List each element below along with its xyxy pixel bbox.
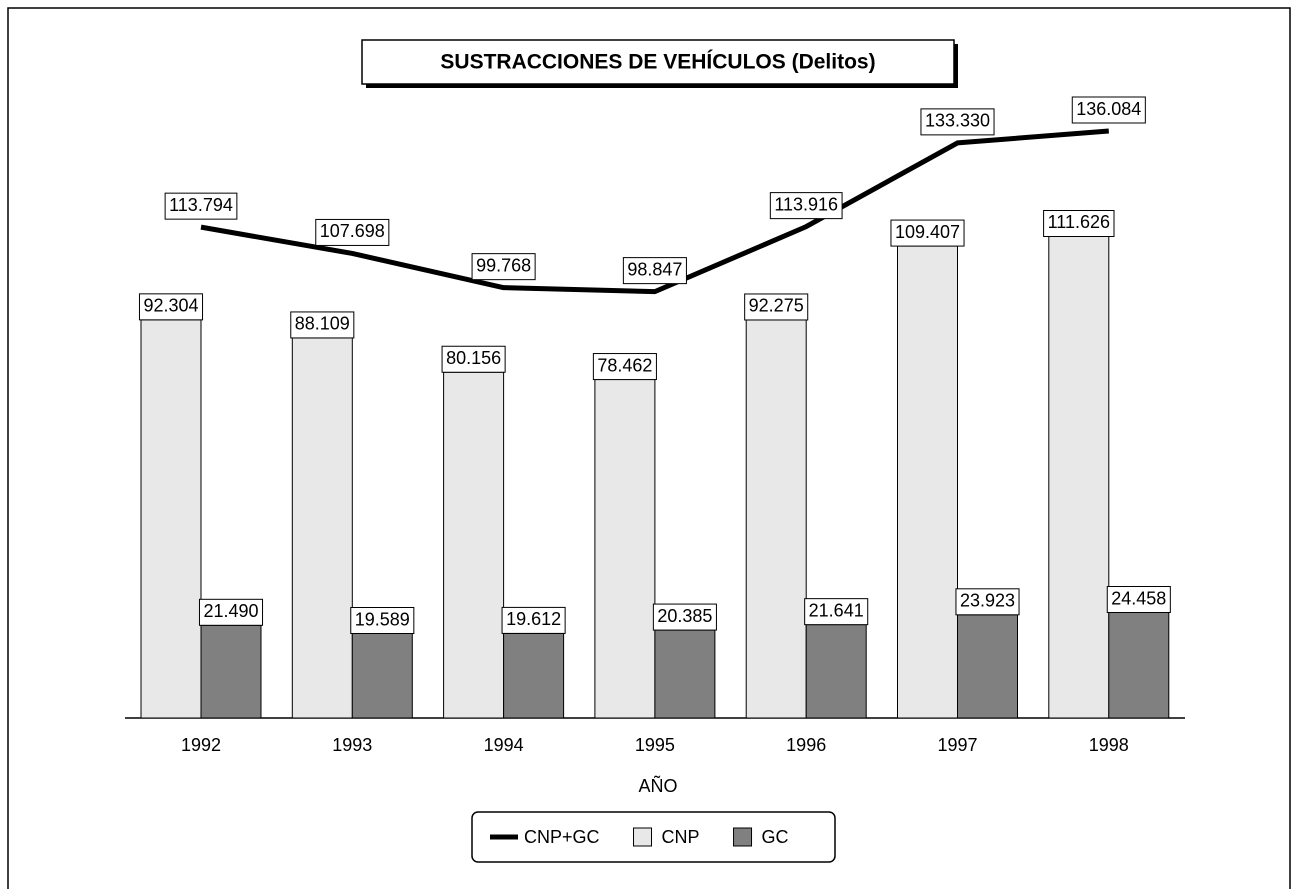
bar bbox=[654, 629, 716, 719]
data-label: 136.084 bbox=[1076, 99, 1141, 119]
bar bbox=[957, 614, 1018, 719]
bar bbox=[1048, 235, 1110, 719]
x-tick-label: 1996 bbox=[786, 735, 826, 755]
x-axis-title: AÑO bbox=[638, 775, 677, 796]
frame bbox=[7, 7, 1291, 889]
legend bbox=[471, 811, 836, 863]
data-label: 23.923 bbox=[960, 591, 1015, 611]
data-label: 24.458 bbox=[1111, 588, 1166, 608]
data-label-box bbox=[622, 257, 687, 285]
data-label-box bbox=[652, 603, 717, 631]
data-label-box bbox=[890, 219, 965, 247]
data-label-box bbox=[804, 598, 869, 626]
bar bbox=[1108, 612, 1170, 719]
data-label-box bbox=[315, 218, 390, 246]
legend-items: CNP+GC CNP GC bbox=[490, 827, 789, 847]
bar bbox=[291, 337, 353, 719]
bar bbox=[200, 624, 262, 719]
data-label-box bbox=[744, 293, 809, 321]
data-label-box bbox=[501, 606, 566, 634]
bar bbox=[745, 319, 807, 719]
data-label: 113.916 bbox=[774, 194, 838, 214]
data-label: 99.768 bbox=[476, 255, 531, 275]
data-label-box bbox=[441, 345, 506, 373]
data-label: 88.109 bbox=[295, 314, 350, 334]
data-label-box bbox=[592, 353, 657, 381]
data-label-box bbox=[769, 192, 843, 220]
legend-swatch bbox=[733, 827, 753, 847]
data-label-box bbox=[138, 293, 204, 321]
bar bbox=[140, 319, 202, 719]
x-tick-label: 1994 bbox=[484, 735, 524, 755]
line bbox=[200, 128, 1109, 295]
bar bbox=[805, 624, 867, 719]
data-label: 113.794 bbox=[169, 195, 233, 215]
data-label-box bbox=[290, 311, 355, 339]
data-label-box bbox=[198, 598, 264, 626]
data-label: 21.641 bbox=[809, 600, 864, 620]
legend-label: CNP bbox=[662, 827, 700, 847]
data-label: 111.626 bbox=[1048, 212, 1110, 232]
data-label: 21.490 bbox=[203, 601, 258, 621]
legend-label: CNP+GC bbox=[524, 827, 600, 847]
data-label-box bbox=[920, 108, 995, 136]
x-tick-label: 1992 bbox=[181, 735, 221, 755]
x-tick-label: 1998 bbox=[1089, 735, 1129, 755]
data-label: 98.847 bbox=[627, 259, 682, 279]
data-label-box bbox=[955, 588, 1020, 616]
data-label-box bbox=[1071, 96, 1146, 124]
bar bbox=[443, 371, 505, 719]
data-label: 19.612 bbox=[506, 609, 561, 629]
data-label-box bbox=[1043, 209, 1115, 237]
bar bbox=[594, 379, 656, 719]
data-label: 19.589 bbox=[355, 609, 410, 629]
data-label-box bbox=[1106, 586, 1171, 614]
x-tick-label: 1997 bbox=[937, 735, 977, 755]
legend-label: GC bbox=[762, 827, 789, 847]
bar bbox=[503, 632, 565, 719]
data-label: 92.304 bbox=[143, 296, 198, 316]
data-label-box bbox=[350, 607, 415, 635]
data-label: 20.385 bbox=[657, 606, 712, 626]
data-label: 109.407 bbox=[895, 222, 960, 242]
title-box bbox=[361, 39, 955, 85]
data-label: 92.275 bbox=[749, 296, 804, 316]
data-label: 80.156 bbox=[446, 348, 501, 368]
chart-title: SUSTRACCIONES DE VEHÍCULOS (Delitos) bbox=[440, 51, 875, 74]
legend-swatch bbox=[633, 827, 653, 847]
data-label: 78.462 bbox=[597, 355, 652, 375]
data-label-box bbox=[164, 192, 238, 220]
bar bbox=[351, 633, 413, 719]
data-label: 107.698 bbox=[320, 221, 385, 241]
data-label: 133.330 bbox=[925, 111, 990, 131]
x-tick-label: 1995 bbox=[635, 735, 675, 755]
x-tick-label: 1993 bbox=[332, 735, 372, 755]
data-label-box bbox=[471, 253, 536, 281]
bar bbox=[897, 245, 958, 719]
